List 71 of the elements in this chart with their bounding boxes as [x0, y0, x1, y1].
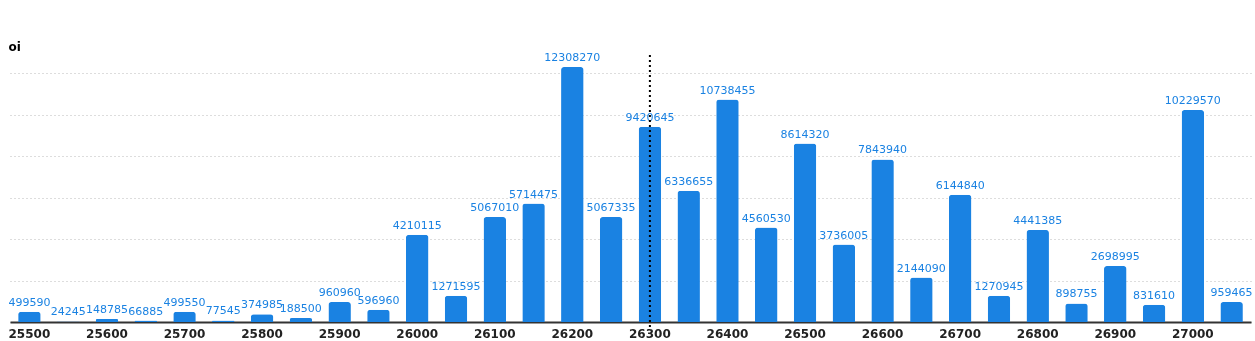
bar	[677, 190, 700, 322]
x-tick-label: 26700	[939, 326, 982, 341]
bar	[95, 318, 119, 322]
bar	[405, 234, 429, 322]
data-label: 5067335	[586, 201, 636, 215]
data-label: 898755	[1055, 287, 1098, 301]
x-tick-label: 27000	[1171, 326, 1214, 341]
data-label: 1270945	[974, 279, 1024, 293]
x-tick-label: 26800	[1016, 326, 1059, 341]
x-tick-label: 26500	[784, 326, 826, 341]
bar	[1065, 303, 1088, 322]
bar	[289, 318, 313, 322]
bar	[522, 203, 545, 322]
x-tick-label: 25500	[8, 326, 51, 341]
data-label: 1271595	[431, 279, 481, 293]
x-tick-label: 26200	[551, 326, 594, 341]
data-label: 10229570	[1164, 94, 1221, 108]
x-tick-label: 25600	[86, 326, 128, 341]
bar	[910, 277, 933, 322]
x-tick-label: 26000	[396, 326, 439, 341]
data-label: 6336655	[664, 174, 714, 188]
bar	[793, 143, 817, 322]
data-label: 499590	[8, 295, 51, 309]
bar	[599, 217, 623, 322]
bar	[716, 99, 739, 322]
data-label: 6144840	[935, 178, 985, 192]
bar	[444, 295, 468, 322]
data-label: 66885	[128, 304, 164, 318]
bar	[367, 309, 390, 322]
data-label: 4210115	[392, 218, 442, 232]
bar	[1142, 304, 1166, 322]
bar	[638, 126, 662, 322]
x-tick-label: 25900	[318, 326, 361, 341]
bar	[328, 302, 351, 322]
bar	[754, 227, 778, 322]
bar	[561, 67, 584, 322]
data-label: 12308270	[544, 51, 601, 64]
data-label: 8614320	[780, 127, 830, 141]
bar	[948, 194, 972, 322]
x-tick-label: 25800	[241, 326, 283, 341]
data-label: 7843940	[858, 143, 908, 157]
data-label: 4560530	[741, 211, 791, 225]
bar	[832, 244, 856, 322]
bar	[1026, 229, 1049, 322]
x-tick-label: 26100	[473, 326, 516, 341]
bar	[1220, 302, 1243, 322]
bar	[871, 159, 894, 322]
x-tick-label: 26600	[861, 326, 904, 341]
data-label: 2698995	[1090, 250, 1140, 264]
data-label: 2144090	[896, 261, 946, 275]
data-label: 5714475	[509, 187, 559, 201]
bar	[987, 295, 1011, 322]
data-label: 77545	[205, 304, 241, 318]
data-label: 831610	[1133, 288, 1176, 302]
data-label: 10738455	[699, 83, 756, 97]
x-tick-label: 26300	[629, 326, 671, 341]
data-label: 9420645	[625, 110, 675, 124]
data-label: 148785	[85, 302, 128, 316]
data-label: 24245	[50, 305, 86, 319]
bar	[1181, 110, 1205, 322]
data-label: 4441385	[1013, 213, 1063, 227]
data-label: 5067010	[470, 201, 520, 215]
bar	[483, 217, 507, 322]
x-tick-label: 26900	[1094, 326, 1137, 341]
x-tick-label: 26400	[706, 326, 749, 341]
data-label: 959465	[1210, 286, 1253, 300]
data-label: 3736005	[819, 228, 869, 242]
x-tick-label: 25700	[163, 326, 206, 341]
data-label: 499550	[163, 295, 206, 309]
y-axis-title: oi	[8, 39, 21, 54]
bar	[1104, 266, 1127, 322]
